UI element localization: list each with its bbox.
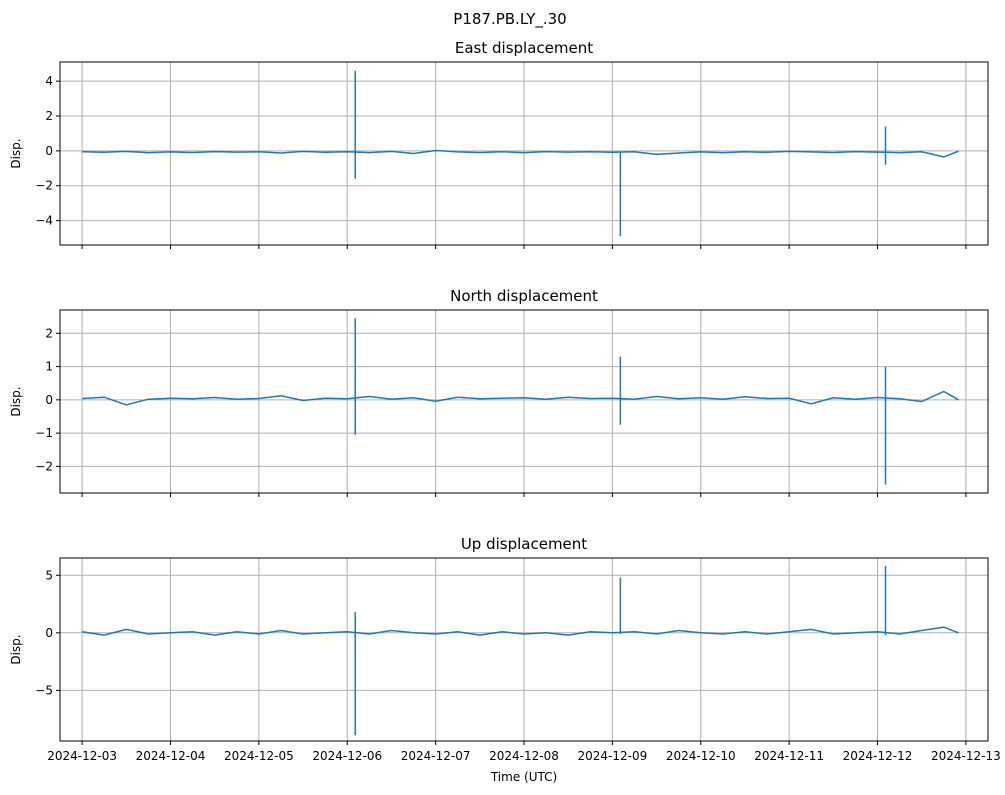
y-tick-label: 2 (45, 326, 53, 340)
y-tick-label: 0 (45, 626, 53, 640)
subplot-2: 2 1 0 −1 −2 North displacement Disp. (9, 287, 989, 497)
y-tick-label: 0 (45, 393, 53, 407)
x-tick-label: 2024-12-12 (843, 749, 913, 763)
grid (60, 310, 988, 493)
grid (60, 62, 988, 245)
y-axis-label: Disp. (9, 386, 23, 416)
y-tick-label: −1 (35, 426, 53, 440)
subplot-3: 5 0 −5 2024-12-03 2024-12-04 2024-12-05 2024-1… (9, 535, 1001, 763)
subplot-title: North displacement (450, 287, 598, 305)
y-tick-label: 4 (45, 74, 53, 88)
panels: 4 2 0 −2 −4 East displacement Disp. 2 1 0 −1 −2 Nort… (9, 39, 1001, 763)
x-tick-label: 2024-12-04 (136, 749, 206, 763)
x-tick-label: 2024-12-09 (578, 749, 648, 763)
y-tick-label: 2 (45, 109, 53, 123)
x-tick-label: 2024-12-03 (47, 749, 117, 763)
y-tick-label: −4 (35, 214, 53, 228)
x-tick-label: 2024-12-11 (754, 749, 824, 763)
x-tick-label: 2024-12-05 (224, 749, 294, 763)
y-axis-label: Disp. (9, 138, 23, 168)
grid (60, 558, 988, 741)
y-tick-label: 5 (45, 568, 53, 582)
subplot-title: Up displacement (461, 535, 587, 553)
series-line (81, 626, 959, 636)
x-tick-label: 2024-12-07 (401, 749, 471, 763)
subplot-title: East displacement (455, 39, 593, 57)
x-tick-label: 2024-12-06 (312, 749, 382, 763)
series-line (82, 149, 959, 158)
x-tick-label: 2024-12-13 (931, 749, 1001, 763)
y-tick-label: 1 (45, 360, 53, 374)
y-tick-label: −2 (35, 459, 53, 473)
x-tick-label: 2024-12-08 (489, 749, 559, 763)
y-tick-label: −5 (35, 683, 53, 697)
x-axis-label: Time (UTC) (490, 770, 557, 784)
y-tick-label: −2 (35, 179, 53, 193)
figure-suptitle: P187.PB.LY_.30 (453, 10, 566, 29)
subplot-1: 4 2 0 −2 −4 East displacement Disp. (9, 39, 989, 249)
series-line (82, 390, 959, 406)
y-axis-label: Disp. (9, 634, 23, 664)
x-tick-label: 2024-12-10 (666, 749, 736, 763)
y-tick-label: 0 (45, 144, 53, 158)
